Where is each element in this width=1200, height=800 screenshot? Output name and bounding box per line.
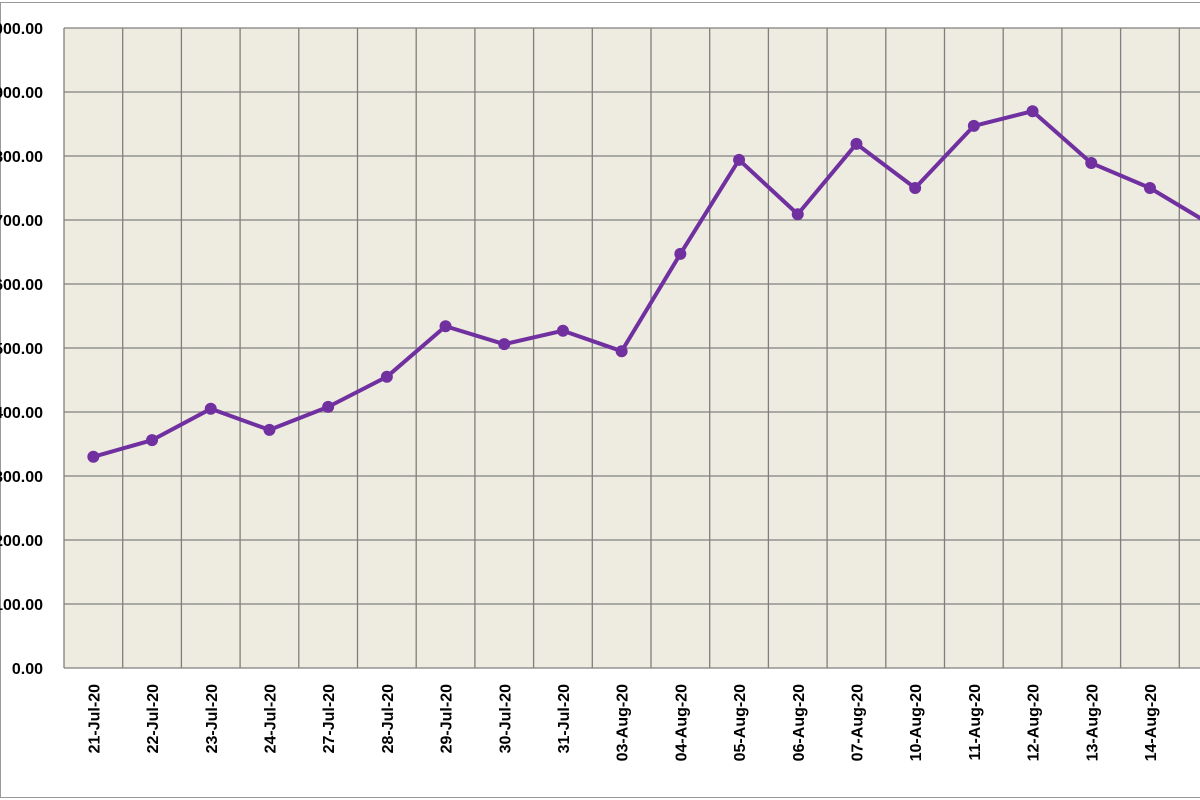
x-tick-label: 06-Aug-20 xyxy=(791,684,808,761)
x-tick-label: 07-Aug-20 xyxy=(849,684,866,761)
x-tick-label: 14-Aug-20 xyxy=(1143,684,1160,761)
x-tick-label: 21-Jul-20 xyxy=(86,684,103,753)
data-point xyxy=(322,400,335,413)
x-tick-label: 23-Jul-20 xyxy=(204,684,221,753)
data-point xyxy=(791,208,804,221)
data-point xyxy=(733,153,746,166)
data-point xyxy=(146,434,159,447)
y-tick-label: 900.00 xyxy=(0,85,43,102)
data-point xyxy=(1143,182,1156,194)
data-point xyxy=(556,324,569,337)
data-point xyxy=(380,370,393,383)
x-tick-label: 24-Jul-20 xyxy=(262,684,279,753)
x-tick-label: 29-Jul-20 xyxy=(439,684,456,753)
x-tick-label: 03-Aug-20 xyxy=(615,684,632,761)
data-point xyxy=(87,450,100,463)
data-point xyxy=(498,338,511,351)
y-tick-label: 500.00 xyxy=(0,341,43,358)
x-tick-label: 31-Jul-20 xyxy=(556,684,573,753)
data-point xyxy=(615,345,628,358)
y-tick-label: 700.00 xyxy=(0,213,43,230)
x-tick-label: 11-Aug-20 xyxy=(967,684,984,761)
y-tick-label: 800.00 xyxy=(0,149,43,166)
x-tick-label: 04-Aug-20 xyxy=(673,684,690,761)
y-tick-label: 300.00 xyxy=(0,469,43,486)
x-tick-label: 12-Aug-20 xyxy=(1026,684,1043,761)
y-tick-label: 1000.00 xyxy=(0,21,43,38)
x-tick-label: 28-Jul-20 xyxy=(380,684,397,753)
data-point xyxy=(967,119,980,132)
data-point xyxy=(263,423,276,436)
data-point xyxy=(204,402,217,415)
x-tick-label: 13-Aug-20 xyxy=(1084,684,1101,761)
data-line xyxy=(92,109,1200,459)
data-point xyxy=(439,320,452,333)
x-tick-label: 10-Aug-20 xyxy=(908,684,925,761)
y-tick-label: 600.00 xyxy=(0,277,43,294)
y-tick-label: 0.00 xyxy=(12,661,43,678)
y-tick-label: 100.00 xyxy=(0,597,43,614)
x-tick-label: 27-Jul-20 xyxy=(321,684,338,753)
x-tick-label: 22-Jul-20 xyxy=(145,684,162,753)
data-point xyxy=(674,247,687,260)
data-point xyxy=(1085,157,1098,170)
data-point xyxy=(850,137,863,150)
x-tick-label: 30-Jul-20 xyxy=(497,684,514,753)
data-point xyxy=(909,182,922,194)
x-tick-label: 05-Aug-20 xyxy=(732,684,749,761)
data-point xyxy=(1026,105,1039,118)
y-tick-label: 400.00 xyxy=(0,405,43,422)
y-tick-label: 200.00 xyxy=(0,533,43,550)
